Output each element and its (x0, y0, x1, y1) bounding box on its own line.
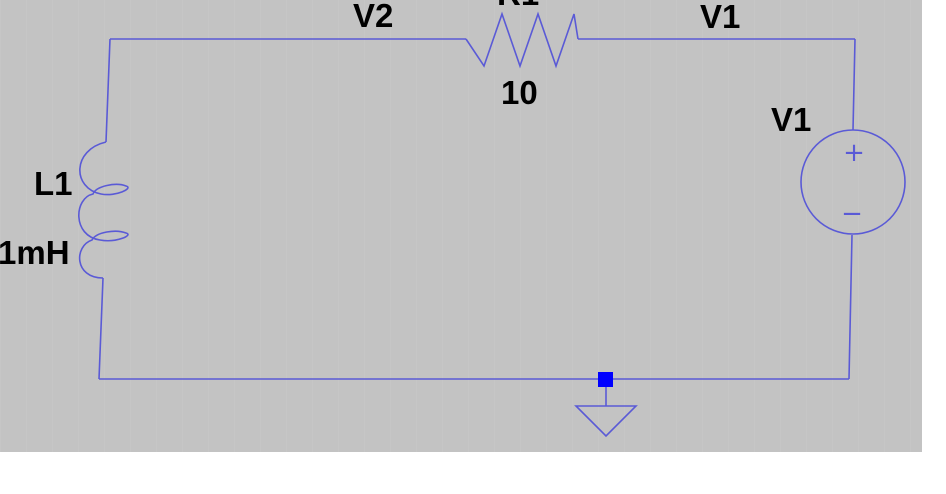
wire-left-lower[interactable] (98, 277, 104, 380)
resistor-icon[interactable] (465, 11, 579, 69)
wire-left-upper[interactable] (105, 38, 111, 143)
ground-icon[interactable] (574, 405, 638, 438)
source-plus-sign: + (843, 138, 865, 168)
inductor-value-label: 1mH (0, 234, 70, 271)
junction-node[interactable] (598, 372, 613, 387)
node-label-right-top: V1 (700, 0, 740, 35)
inductor-name-label: L1 (34, 165, 73, 202)
node-label-left-top: V2 (353, 0, 393, 34)
voltage-source-icon[interactable]: + − (800, 129, 906, 235)
wire-right-upper[interactable] (852, 38, 856, 131)
wire-right-lower[interactable] (848, 234, 853, 380)
inductor-icon[interactable] (78, 141, 129, 279)
schematic-canvas[interactable] (0, 0, 922, 452)
source-name-label: V1 (771, 101, 811, 138)
resistor-name-label: R1 (497, 0, 539, 12)
resistor-value-label: 10 (501, 74, 538, 111)
source-minus-sign: − (841, 199, 863, 229)
